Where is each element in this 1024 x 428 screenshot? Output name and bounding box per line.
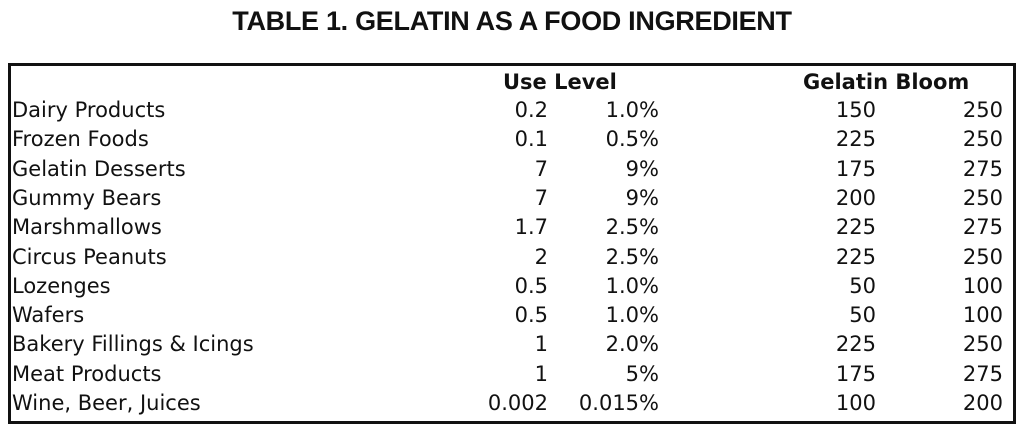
bloom-max: 250: [962, 332, 1003, 357]
use-level-min: 1: [534, 332, 548, 357]
use-level-max: 0.015%: [578, 391, 659, 415]
table-row: Wafers 0.5 1.0% 50 100: [0, 301, 1024, 330]
bloom-min: 150: [835, 98, 876, 122]
bloom-max: 250: [962, 127, 1003, 152]
table-row: Marshmallows 1.7 2.5% 225 275: [0, 213, 1024, 242]
use-level-min: 0.002: [487, 391, 548, 415]
use-level-max: 9%: [625, 156, 659, 181]
row-name: Gelatin Desserts: [12, 156, 186, 181]
bloom-max: 250: [962, 185, 1003, 210]
use-level-min: 1: [534, 361, 548, 386]
use-level-max: 2.5%: [605, 215, 659, 240]
row-name: Lozenges: [12, 273, 111, 298]
table-row: Meat Products 1 5% 175 275: [0, 360, 1024, 389]
bloom-min: 175: [835, 361, 876, 386]
table-title: TABLE 1. GELATIN AS A FOOD INGREDIENT: [232, 6, 792, 36]
table-row: Lozenges 0.5 1.0% 50 100: [0, 272, 1024, 301]
row-name: Bakery Fillings & Icings: [12, 332, 254, 357]
use-level-max: 1.0%: [605, 303, 659, 328]
row-name: Wine, Beer, Juices: [12, 391, 201, 415]
bloom-max: 250: [962, 244, 1003, 269]
table-border: [8, 63, 1016, 424]
bloom-max: 275: [962, 156, 1003, 181]
row-name: Wafers: [12, 303, 85, 328]
bloom-max: 250: [962, 98, 1003, 122]
use-level-min: 1.7: [514, 215, 548, 240]
use-level-min: 0.5: [514, 273, 548, 298]
use-level-min: 0.1: [514, 127, 548, 152]
row-name: Dairy Products: [12, 98, 166, 122]
bloom-max: 275: [962, 361, 1003, 386]
table-row: Gummy Bears 7 9% 200 250: [0, 184, 1024, 213]
bloom-min: 225: [835, 127, 876, 152]
bloom-min: 50: [849, 303, 876, 328]
use-level-min: 7: [534, 156, 548, 181]
table-row: Gelatin Desserts 7 9% 175 275: [0, 155, 1024, 184]
bloom-min: 175: [835, 156, 876, 181]
table-header: Use Level Gelatin Bloom: [0, 68, 1024, 97]
use-level-max: 1.0%: [605, 273, 659, 298]
row-name: Frozen Foods: [12, 127, 149, 152]
use-level-min: 0.5: [514, 303, 548, 328]
use-level-max: 9%: [625, 185, 659, 210]
use-level-max: 5%: [625, 361, 659, 386]
use-level-min: 2: [534, 244, 548, 269]
row-name: Gummy Bears: [12, 185, 162, 210]
use-level-min: 7: [534, 185, 548, 210]
bloom-max: 100: [962, 273, 1003, 298]
row-name: Marshmallows: [12, 215, 162, 240]
bloom-max: 100: [962, 303, 1003, 328]
row-name: Meat Products: [12, 361, 162, 386]
use-level-min: 0.2: [514, 98, 548, 122]
bloom-min: 50: [849, 273, 876, 298]
row-name: Circus Peanuts: [12, 244, 167, 269]
use-level-max: 2.0%: [605, 332, 659, 357]
table-row: Frozen Foods 0.1 0.5% 225 250: [0, 125, 1024, 154]
table-row: Wine, Beer, Juices 0.002 0.015% 100 200: [0, 389, 1024, 418]
table-row: Bakery Fillings & Icings 1 2.0% 225 250: [0, 330, 1024, 359]
use-level-max: 0.5%: [605, 127, 659, 152]
use-level-max: 2.5%: [605, 244, 659, 269]
bloom-max: 275: [962, 215, 1003, 240]
bloom-min: 225: [835, 332, 876, 357]
table-row: Circus Peanuts 2 2.5% 225 250: [0, 243, 1024, 272]
header-gelatin-bloom: Gelatin Bloom: [803, 70, 970, 94]
header-use-level: Use Level: [503, 70, 617, 94]
table-row: Dairy Products 0.2 1.0% 150 250: [0, 96, 1024, 125]
bloom-min: 225: [835, 244, 876, 269]
bloom-min: 225: [835, 215, 876, 240]
use-level-max: 1.0%: [605, 98, 659, 122]
bloom-min: 200: [835, 185, 876, 210]
bloom-min: 100: [835, 391, 876, 415]
bloom-max: 200: [962, 391, 1003, 415]
